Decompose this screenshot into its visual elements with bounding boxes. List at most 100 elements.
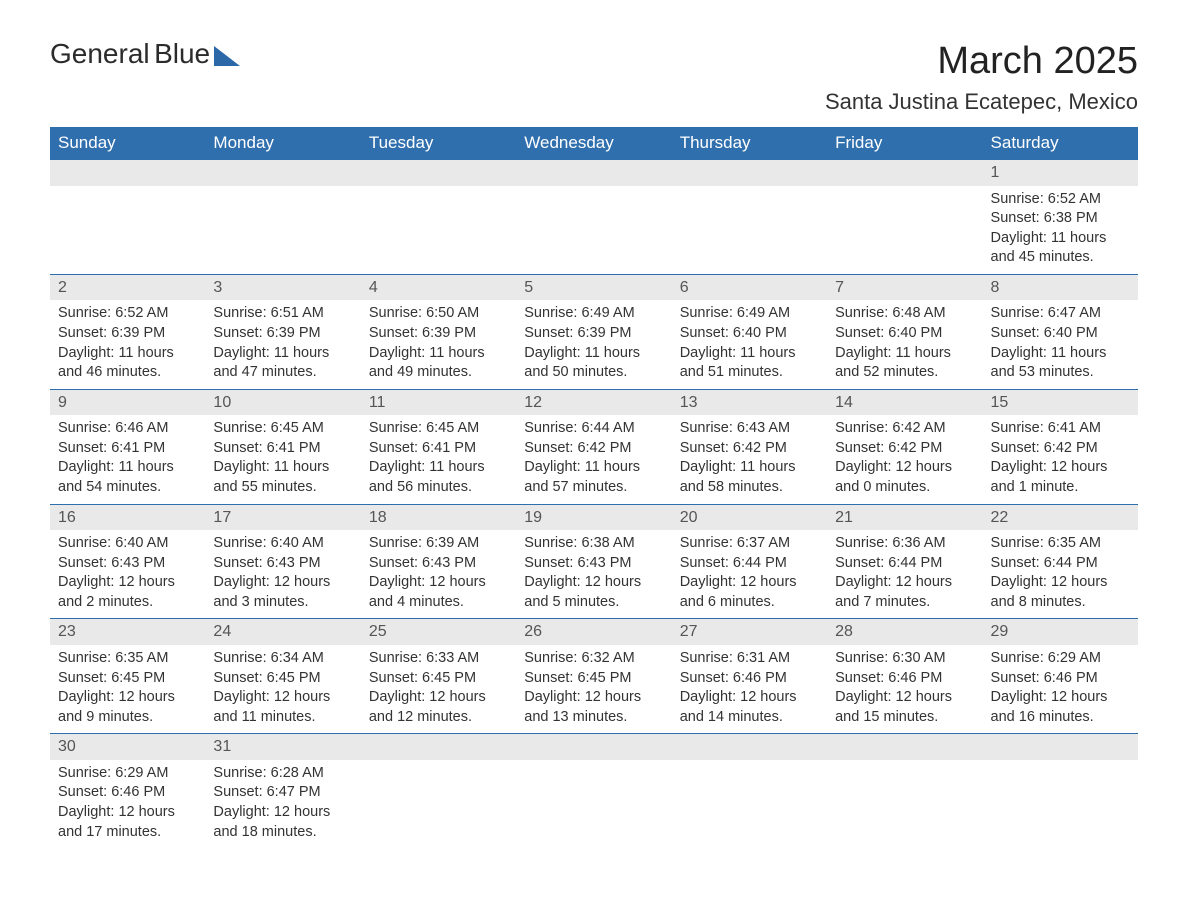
day-header-row: Sunday Monday Tuesday Wednesday Thursday… <box>50 127 1138 160</box>
day-detail-cell: Sunrise: 6:28 AMSunset: 6:47 PMDaylight:… <box>205 760 360 848</box>
daylight-text: Daylight: 12 hours <box>58 573 197 593</box>
daylight-text-2: and 54 minutes. <box>58 478 197 498</box>
daylight-text: Daylight: 12 hours <box>524 573 663 593</box>
day-header: Wednesday <box>516 127 671 160</box>
sunrise-text: Sunrise: 6:32 AM <box>524 649 663 669</box>
day-number-cell: 29 <box>983 619 1138 645</box>
daylight-text-2: and 3 minutes. <box>213 593 352 613</box>
sunrise-text: Sunrise: 6:28 AM <box>213 764 352 784</box>
sunrise-text: Sunrise: 6:35 AM <box>991 534 1130 554</box>
day-number-cell: 3 <box>205 274 360 300</box>
day-detail-cell: Sunrise: 6:51 AMSunset: 6:39 PMDaylight:… <box>205 300 360 389</box>
calendar-table: Sunday Monday Tuesday Wednesday Thursday… <box>50 127 1138 848</box>
sunset-text: Sunset: 6:40 PM <box>991 324 1130 344</box>
logo-word1: General <box>50 38 150 69</box>
daylight-text-2: and 4 minutes. <box>369 593 508 613</box>
sunrise-text: Sunrise: 6:38 AM <box>524 534 663 554</box>
day-number-cell: 15 <box>983 389 1138 415</box>
sunset-text: Sunset: 6:45 PM <box>524 669 663 689</box>
day-detail-cell: Sunrise: 6:29 AMSunset: 6:46 PMDaylight:… <box>50 760 205 848</box>
sunrise-text: Sunrise: 6:45 AM <box>213 419 352 439</box>
sunset-text: Sunset: 6:46 PM <box>58 783 197 803</box>
sunset-text: Sunset: 6:45 PM <box>369 669 508 689</box>
day-number-cell: 22 <box>983 504 1138 530</box>
sunset-text: Sunset: 6:39 PM <box>213 324 352 344</box>
day-number-cell <box>672 160 827 186</box>
daylight-text: Daylight: 12 hours <box>213 803 352 823</box>
day-detail-cell: Sunrise: 6:50 AMSunset: 6:39 PMDaylight:… <box>361 300 516 389</box>
sunrise-text: Sunrise: 6:45 AM <box>369 419 508 439</box>
day-header: Friday <box>827 127 982 160</box>
day-detail-cell <box>672 760 827 848</box>
day-number-cell <box>361 734 516 760</box>
sunrise-text: Sunrise: 6:41 AM <box>991 419 1130 439</box>
daylight-text-2: and 5 minutes. <box>524 593 663 613</box>
day-detail-cell: Sunrise: 6:33 AMSunset: 6:45 PMDaylight:… <box>361 645 516 734</box>
daylight-text-2: and 57 minutes. <box>524 478 663 498</box>
daynum-row: 3031 <box>50 734 1138 760</box>
sunrise-text: Sunrise: 6:39 AM <box>369 534 508 554</box>
sunset-text: Sunset: 6:44 PM <box>991 554 1130 574</box>
header: General Blue March 2025 Santa Justina Ec… <box>50 40 1138 115</box>
daylight-text-2: and 11 minutes. <box>213 708 352 728</box>
daylight-text: Daylight: 11 hours <box>991 229 1130 249</box>
daylight-text-2: and 6 minutes. <box>680 593 819 613</box>
day-detail-cell: Sunrise: 6:37 AMSunset: 6:44 PMDaylight:… <box>672 530 827 619</box>
daylight-text: Daylight: 12 hours <box>58 803 197 823</box>
day-number-cell: 1 <box>983 160 1138 186</box>
day-detail-cell: Sunrise: 6:29 AMSunset: 6:46 PMDaylight:… <box>983 645 1138 734</box>
day-detail-cell: Sunrise: 6:30 AMSunset: 6:46 PMDaylight:… <box>827 645 982 734</box>
day-detail-cell: Sunrise: 6:47 AMSunset: 6:40 PMDaylight:… <box>983 300 1138 389</box>
day-number-cell <box>983 734 1138 760</box>
daylight-text: Daylight: 11 hours <box>680 458 819 478</box>
calendar-body: 1 Sunrise: 6:52 AMSunset: 6:38 PMDayligh… <box>50 160 1138 849</box>
sunrise-text: Sunrise: 6:49 AM <box>680 304 819 324</box>
daylight-text: Daylight: 11 hours <box>58 458 197 478</box>
day-detail-cell <box>827 186 982 275</box>
sunset-text: Sunset: 6:46 PM <box>991 669 1130 689</box>
daylight-text-2: and 53 minutes. <box>991 363 1130 383</box>
daylight-text: Daylight: 12 hours <box>213 688 352 708</box>
sunrise-text: Sunrise: 6:33 AM <box>369 649 508 669</box>
sunset-text: Sunset: 6:39 PM <box>369 324 508 344</box>
sunrise-text: Sunrise: 6:42 AM <box>835 419 974 439</box>
sunrise-text: Sunrise: 6:44 AM <box>524 419 663 439</box>
daynum-row: 2345678 <box>50 274 1138 300</box>
detail-row: Sunrise: 6:46 AM Sunset: 6:41 PM Daylight:… <box>50 415 1138 504</box>
month-title: March 2025 <box>825 40 1138 83</box>
day-number-cell <box>672 734 827 760</box>
day-detail-cell: Sunrise: 6:40 AMSunset: 6:43 PMDaylight:… <box>205 530 360 619</box>
day-number-cell: 14 <box>827 389 982 415</box>
day-detail-cell: Sunrise: 6:35 AMSunset: 6:45 PMDaylight:… <box>50 645 205 734</box>
title-block: March 2025 Santa Justina Ecatepec, Mexic… <box>825 40 1138 115</box>
sunrise-text: Sunrise: 6:40 AM <box>213 534 352 554</box>
daylight-text: Daylight: 12 hours <box>991 573 1130 593</box>
logo-text-block: General Blue <box>50 40 210 68</box>
day-number-cell: 13 <box>672 389 827 415</box>
day-detail-cell <box>827 760 982 848</box>
daylight-text: Daylight: 12 hours <box>369 688 508 708</box>
sunrise-text: Sunrise: 6:46 AM <box>58 419 197 439</box>
daylight-text-2: and 13 minutes. <box>524 708 663 728</box>
daylight-text: Daylight: 12 hours <box>680 688 819 708</box>
day-detail-cell <box>50 186 205 275</box>
day-header: Monday <box>205 127 360 160</box>
sunrise-text: Sunrise: 6:43 AM <box>680 419 819 439</box>
sunrise-text: Sunrise: 6:47 AM <box>991 304 1130 324</box>
sunrise-text: Sunrise: 6:37 AM <box>680 534 819 554</box>
day-detail-cell: Sunrise: 6:49 AMSunset: 6:40 PMDaylight:… <box>672 300 827 389</box>
daylight-text-2: and 55 minutes. <box>213 478 352 498</box>
daylight-text-2: and 16 minutes. <box>991 708 1130 728</box>
day-detail-cell: Sunrise: 6:48 AMSunset: 6:40 PMDaylight:… <box>827 300 982 389</box>
daylight-text: Daylight: 12 hours <box>680 573 819 593</box>
day-detail-cell: Sunrise: 6:35 AMSunset: 6:44 PMDaylight:… <box>983 530 1138 619</box>
day-detail-cell <box>516 760 671 848</box>
sunset-text: Sunset: 6:43 PM <box>213 554 352 574</box>
daylight-text-2: and 56 minutes. <box>369 478 508 498</box>
day-detail-cell: Sunrise: 6:43 AMSunset: 6:42 PMDaylight:… <box>672 415 827 504</box>
daylight-text: Daylight: 12 hours <box>835 688 974 708</box>
day-number-cell <box>516 734 671 760</box>
sunset-text: Sunset: 6:43 PM <box>369 554 508 574</box>
sunset-text: Sunset: 6:40 PM <box>835 324 974 344</box>
sunset-text: Sunset: 6:41 PM <box>213 439 352 459</box>
